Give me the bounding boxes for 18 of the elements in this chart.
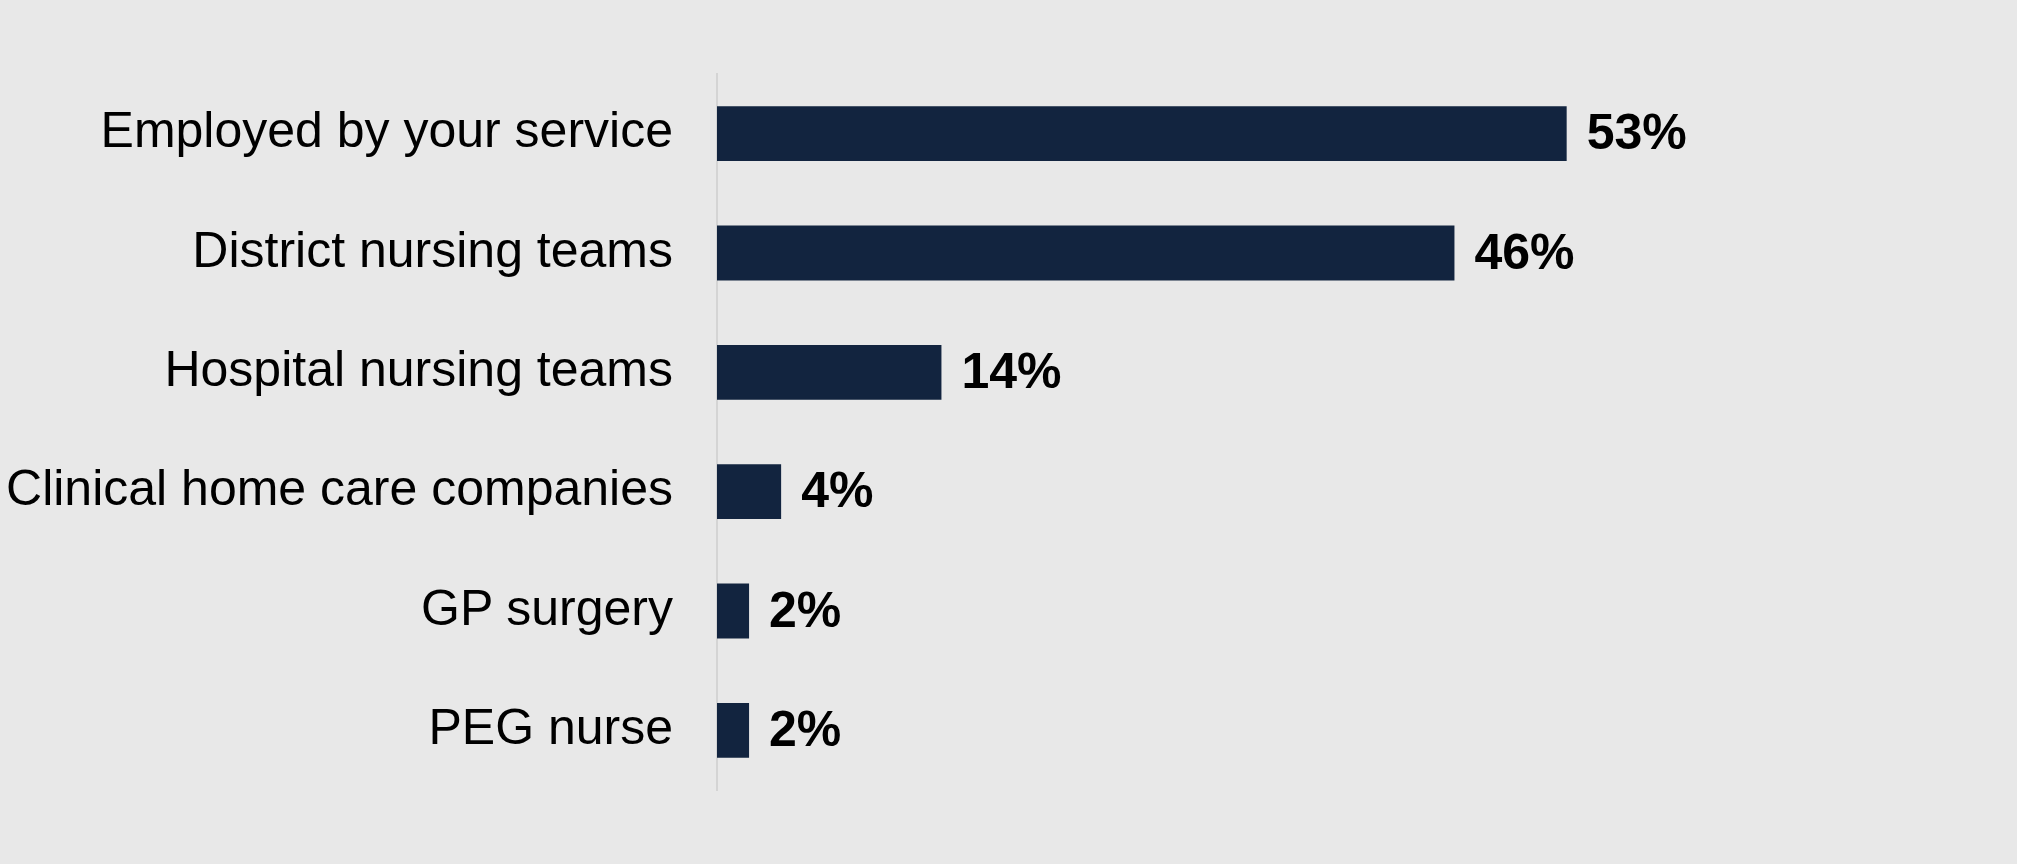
y-tick-label: Clinical home care companies [6, 460, 673, 517]
bar [717, 464, 782, 520]
y-tick-label: GP surgery [421, 579, 673, 636]
y-tick-label: District nursing teams [192, 221, 673, 278]
y-tick-label: Hospital nursing teams [164, 341, 673, 398]
y-tick-label: PEG nurse [428, 699, 673, 756]
y-tick-label: Employed by your service [100, 102, 673, 159]
data-label: 46% [1474, 223, 1575, 280]
data-label: 53% [1586, 104, 1687, 161]
data-label: 2% [769, 701, 842, 758]
bar [717, 583, 750, 639]
data-label: 2% [769, 581, 842, 638]
bar [717, 225, 1455, 281]
data-label: 4% [801, 462, 874, 519]
bar [717, 106, 1567, 162]
bar [717, 702, 750, 758]
data-label: 14% [961, 343, 1062, 400]
bar [717, 344, 942, 400]
